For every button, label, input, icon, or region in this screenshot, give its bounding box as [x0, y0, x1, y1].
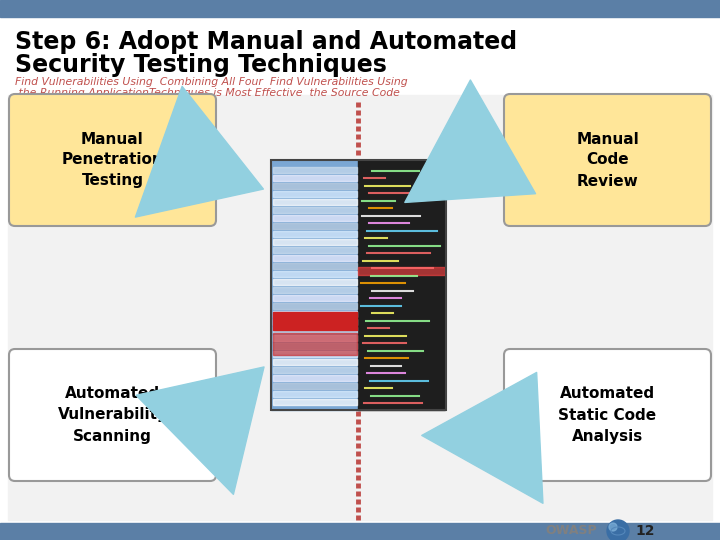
Bar — [273, 191, 357, 197]
Bar — [271, 160, 359, 410]
Bar — [273, 183, 357, 189]
Bar — [273, 287, 357, 293]
Text: 12: 12 — [635, 524, 654, 538]
Text: Automated
Vulnerability
Scanning: Automated Vulnerability Scanning — [58, 387, 168, 443]
Bar — [273, 215, 357, 221]
Bar — [273, 319, 357, 325]
Bar — [273, 303, 357, 309]
Text: Step 6: Adopt Manual and Automated: Step 6: Adopt Manual and Automated — [15, 30, 517, 54]
Bar — [273, 327, 357, 333]
Bar — [0, 0, 720, 17]
Bar — [273, 263, 357, 269]
Bar — [358, 267, 445, 275]
Bar — [273, 239, 357, 245]
Bar — [273, 351, 357, 357]
FancyBboxPatch shape — [9, 94, 216, 226]
Bar — [271, 160, 446, 410]
Bar — [273, 391, 357, 397]
Text: Find Vulnerabilities Using  Combining All Four  Find Vulnerabilities Using: Find Vulnerabilities Using Combining All… — [15, 77, 408, 87]
FancyBboxPatch shape — [504, 94, 711, 226]
Bar — [273, 333, 357, 355]
Bar — [358, 160, 445, 410]
Bar — [273, 335, 357, 341]
Bar — [273, 255, 357, 261]
Bar — [273, 367, 357, 373]
Text: Security Testing Techniques: Security Testing Techniques — [15, 53, 387, 77]
Bar — [273, 223, 357, 229]
Bar — [0, 523, 720, 540]
Bar — [273, 383, 357, 389]
Circle shape — [609, 523, 617, 531]
Text: Manual
Penetration
Testing: Manual Penetration Testing — [62, 132, 163, 188]
FancyBboxPatch shape — [9, 349, 216, 481]
Bar — [273, 167, 357, 173]
Bar — [273, 279, 357, 285]
Bar — [273, 199, 357, 205]
Text: Manual
Code
Review: Manual Code Review — [576, 132, 639, 188]
Bar — [8, 95, 712, 520]
Bar — [273, 399, 357, 405]
FancyBboxPatch shape — [504, 349, 711, 481]
Bar — [273, 175, 357, 181]
Bar — [273, 343, 357, 349]
Bar — [273, 207, 357, 213]
Bar — [273, 312, 357, 330]
Text: the Running ApplicationTechniques is Most Effective  the Source Code: the Running ApplicationTechniques is Mos… — [15, 88, 400, 98]
Text: Automated
Static Code
Analysis: Automated Static Code Analysis — [559, 387, 657, 443]
Bar — [273, 311, 357, 317]
Bar — [273, 359, 357, 365]
Bar — [273, 375, 357, 381]
Circle shape — [607, 520, 629, 540]
Text: OWASP: OWASP — [545, 524, 597, 537]
Bar — [273, 295, 357, 301]
Bar — [273, 231, 357, 237]
Bar — [273, 271, 357, 277]
Bar — [273, 247, 357, 253]
